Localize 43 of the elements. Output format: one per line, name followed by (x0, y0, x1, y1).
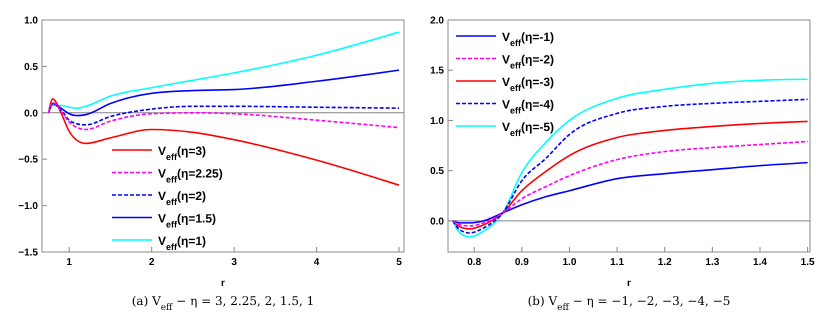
y-tick-label: −0.5 (18, 154, 38, 166)
line-series (48, 31, 400, 114)
x-axis-title: r (221, 278, 226, 289)
y-tick-label: 0.0 (430, 216, 444, 228)
line-series (452, 140, 808, 227)
x-tick-label: 4 (314, 257, 320, 268)
x-axis-title: r (627, 278, 632, 289)
legend-label: V$_{eff}$(η=2.25) (158, 166, 223, 184)
x-tick-label: 1.2 (658, 257, 672, 268)
y-tick-label: 0.5 (24, 62, 38, 73)
y-tick-label: 1.0 (430, 116, 444, 127)
legend-label: V$_{eff}$(η=-3) (502, 75, 554, 93)
y-tick-label: 2.0 (430, 16, 444, 26)
text: (a) V$_{eff}$ − η = 3, 2.25, 2, 1.5, 1 (132, 294, 314, 313)
y-tick-label: 0.5 (430, 166, 444, 178)
x-tick-label: 1 (66, 257, 72, 268)
legend-label: V$_{eff}$(η=1) (158, 234, 206, 252)
y-tick-label: 1.0 (24, 16, 38, 26)
x-tick-label: 0.8 (467, 257, 482, 268)
x-tick-label: 1.0 (562, 257, 577, 268)
y-tick-label: 0.0 (24, 108, 38, 120)
x-tick-label: 2 (148, 257, 155, 268)
y-tick-label: −1.0 (18, 201, 38, 212)
legend-label: V$_{eff}$(η=-2) (502, 52, 554, 70)
line-series (452, 78, 808, 238)
legend-label: V$_{eff}$(η=-5) (502, 120, 554, 138)
x-tick-label: 5 (396, 257, 402, 268)
x-tick-label: 0.9 (514, 257, 530, 268)
line-series (48, 98, 400, 186)
legend-label: V$_{eff}$(η=3) (158, 144, 206, 162)
x-tick-label: 3 (231, 257, 238, 268)
x-tick-label: 1.5 (800, 257, 816, 268)
legend-label: V$_{eff}$(η=-4) (502, 98, 554, 116)
y-tick-label: −1.5 (18, 248, 38, 258)
x-tick-label: 1.4 (753, 257, 768, 268)
y-tick-label: 1.5 (430, 66, 444, 77)
text: (b) V$_{eff}$ − η = −1, −2, −3, −4, −5 (528, 294, 730, 313)
legend-label: V$_{eff}$(η=1.5) (158, 212, 216, 230)
x-tick-label: 1.3 (705, 257, 720, 268)
line-series (48, 102, 400, 130)
legend-label: V$_{eff}$(η=-1) (502, 30, 554, 48)
legend-label: V$_{eff}$(η=2) (158, 189, 206, 207)
x-tick-label: 1.1 (610, 257, 624, 268)
